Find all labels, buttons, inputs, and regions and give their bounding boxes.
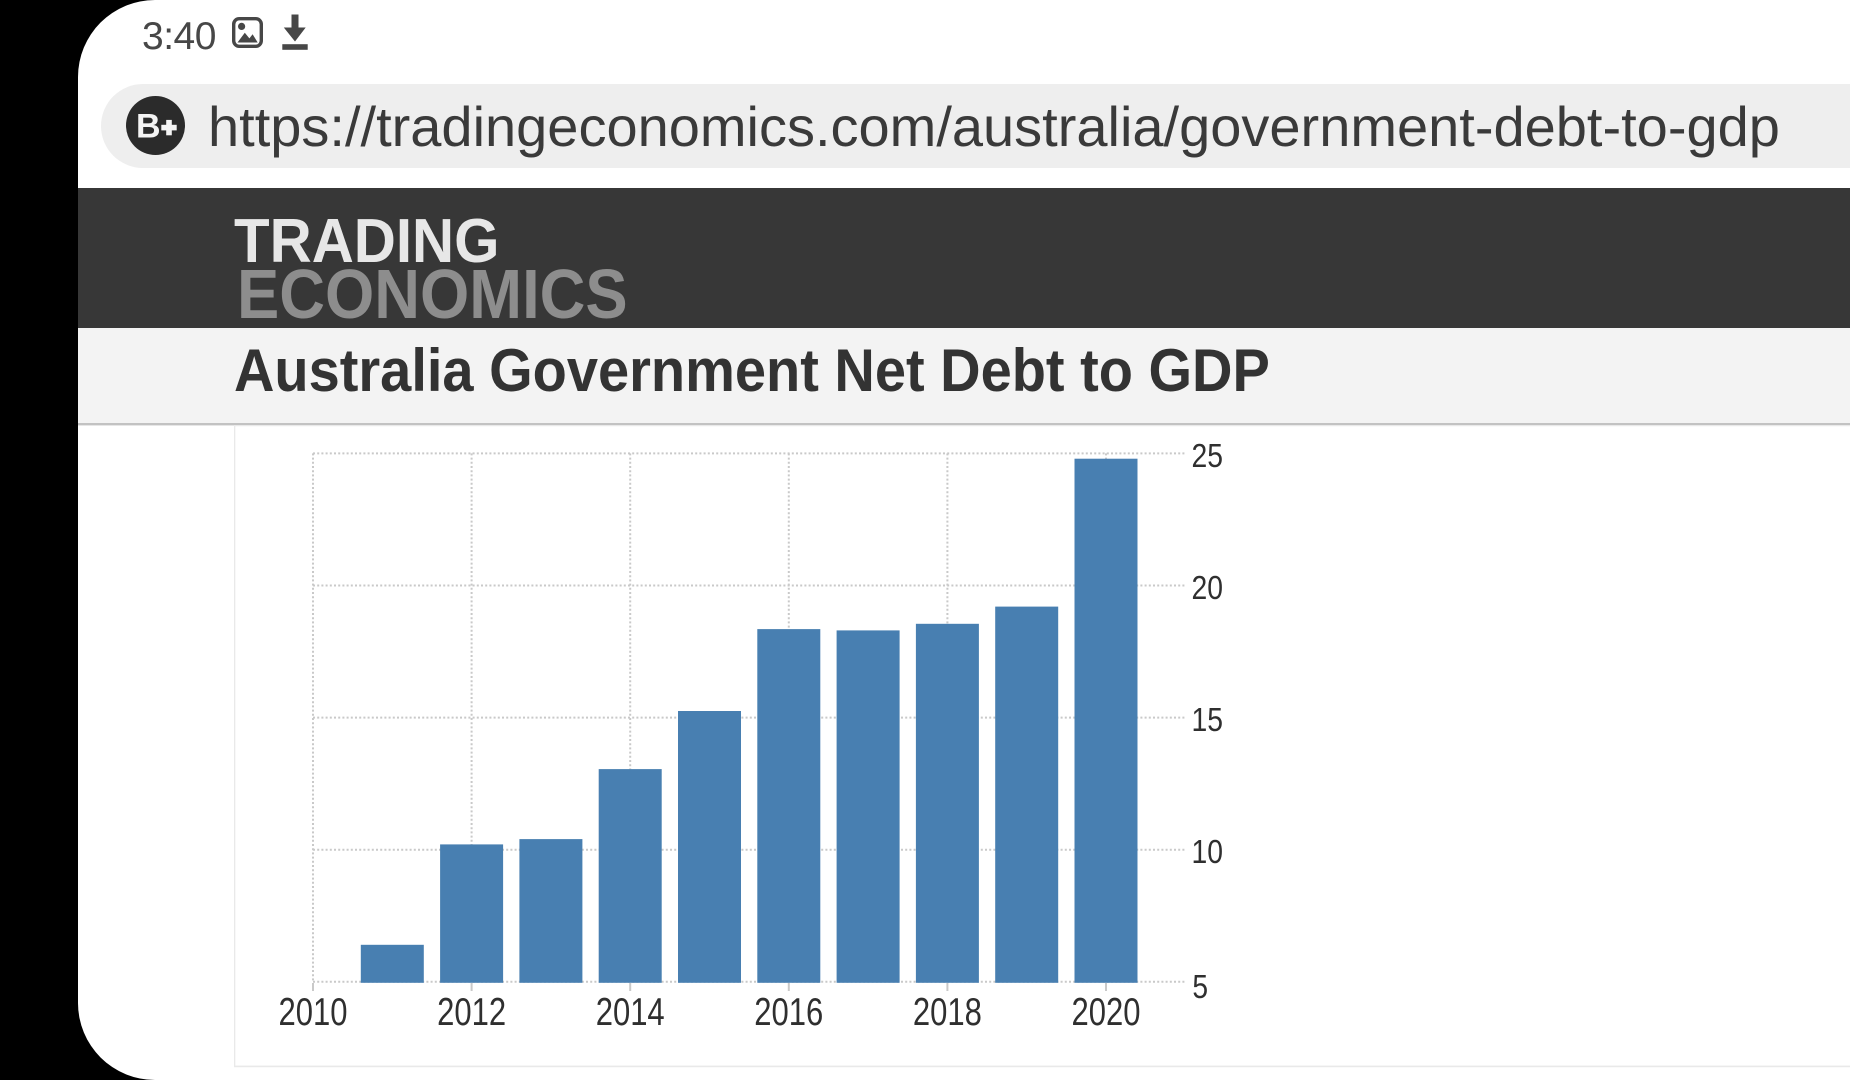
svg-text:20: 20 (1192, 569, 1224, 606)
svg-text:B: B (136, 108, 161, 146)
svg-text:5: 5 (1192, 968, 1208, 1005)
svg-text:2018: 2018 (913, 991, 982, 1034)
svg-text:2020: 2020 (1072, 991, 1141, 1034)
svg-text:15: 15 (1192, 701, 1224, 738)
svg-text:10: 10 (1192, 833, 1224, 870)
svg-text:2010: 2010 (279, 991, 348, 1034)
svg-text:2016: 2016 (754, 991, 823, 1034)
svg-text:2012: 2012 (437, 991, 506, 1034)
svg-text:25: 25 (1192, 437, 1224, 474)
svg-text:2014: 2014 (596, 991, 665, 1034)
